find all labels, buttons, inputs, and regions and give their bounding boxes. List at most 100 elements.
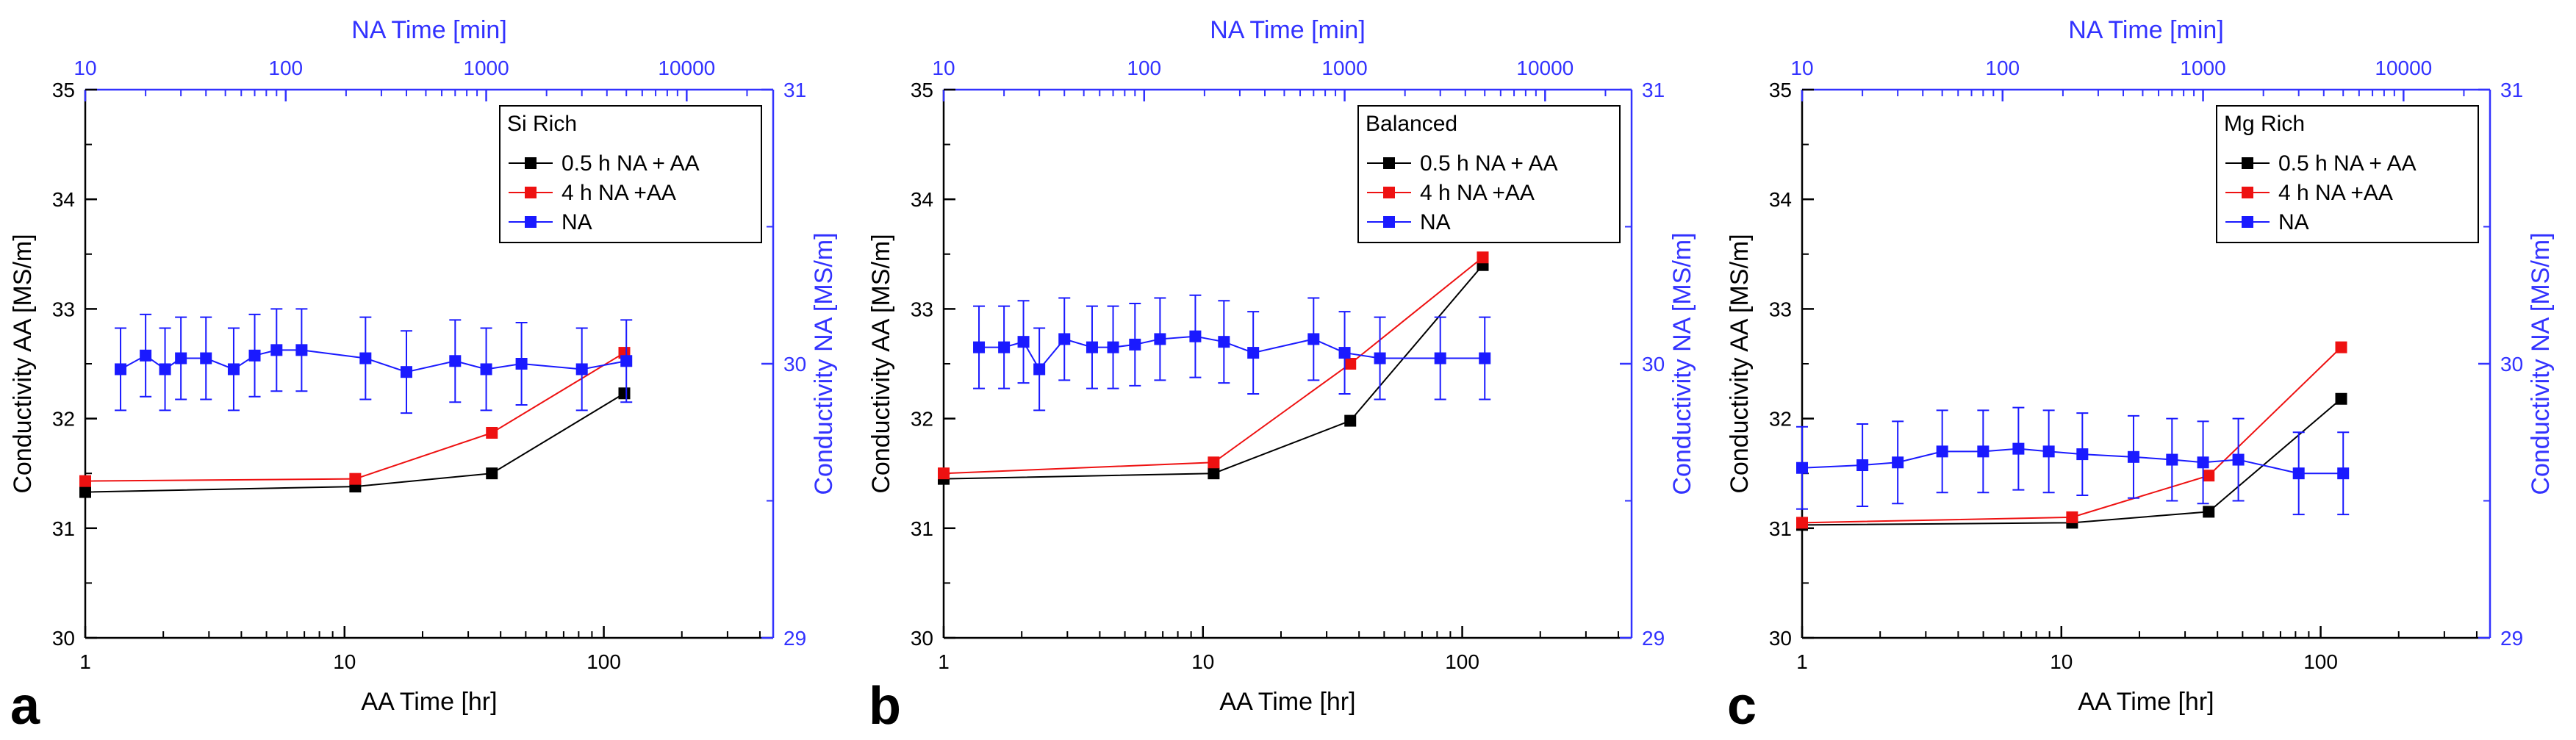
chart-panel-a: 1 10 100 10 100 1000 10000 30 31 32 33 34 35 29 30 31 AA… (9, 16, 838, 736)
y-tick-label: 34 (52, 188, 75, 211)
data-point (2127, 450, 2139, 463)
data-point (938, 467, 950, 480)
data-point (449, 355, 462, 367)
data-point (620, 355, 633, 367)
data-point (175, 352, 187, 364)
data-point (1977, 445, 1990, 458)
data-point (486, 426, 498, 439)
data-point (115, 363, 127, 376)
y2-tick-label: 30 (1642, 353, 1665, 376)
x-axis-label: AA Time [hr] (1219, 688, 1355, 716)
legend-swatch-marker (1383, 187, 1395, 198)
data-point (1154, 333, 1166, 345)
x2-tick-label: 10 (1790, 57, 1813, 79)
x2-tick-label: 10 (73, 57, 96, 79)
data-point (1247, 347, 1260, 359)
series-line (1801, 398, 2342, 526)
legend-label: NA (2278, 210, 2309, 234)
y2-axis-label: Conductivity NA [MS/m] (810, 232, 838, 495)
data-point (1086, 341, 1098, 353)
y2-tick-label: 30 (2500, 353, 2523, 376)
legend-label: 4 h NA +AA (1420, 181, 1535, 205)
data-point (2335, 392, 2347, 405)
y-tick-label: 30 (52, 627, 75, 650)
x2-tick-label: 10000 (658, 57, 715, 79)
y2-tick-label: 30 (783, 353, 806, 376)
data-point (359, 352, 372, 364)
data-point (2166, 453, 2178, 466)
data-point (1218, 336, 1230, 348)
data-point (248, 349, 261, 362)
x2-axis-label: NA Time [min] (351, 16, 507, 44)
x-tick-label: 1 (1796, 650, 1808, 673)
data-point (973, 341, 986, 353)
legend-label: 0.5 h NA + AA (2278, 151, 2417, 176)
y2-axis-label: Conductivity NA [MS/m] (1668, 232, 1696, 495)
legend-label: 0.5 h NA + AA (562, 151, 700, 176)
data-point (1033, 363, 1046, 376)
legend-label: 4 h NA +AA (2278, 181, 2393, 205)
series-line (1801, 346, 2342, 524)
data-point (1796, 517, 1808, 529)
y2-tick-label: 31 (1642, 79, 1665, 101)
x2-axis-label: NA Time [min] (2068, 16, 2224, 44)
x2-tick-label: 1000 (1321, 57, 1367, 79)
data-point (1208, 456, 1220, 469)
y2-axis-label: Conductivity NA [MS/m] (2527, 232, 2555, 495)
y2-tick-label: 29 (783, 627, 806, 650)
x-tick-label: 100 (1445, 650, 1479, 673)
y-tick-label: 32 (1769, 408, 1792, 431)
data-point (1017, 336, 1030, 348)
panel-label: b (869, 677, 901, 736)
x2-tick-label: 10 (932, 57, 955, 79)
series-line (120, 349, 627, 373)
y-tick-label: 32 (52, 408, 75, 431)
y-tick-label: 33 (1769, 298, 1792, 320)
y2-tick-label: 31 (783, 79, 806, 101)
data-point (2203, 506, 2215, 518)
series-line (943, 256, 1484, 475)
x2-axis-label: NA Time [min] (1210, 16, 1366, 44)
data-point (1892, 456, 1904, 469)
data-point (200, 352, 212, 364)
legend-label: 0.5 h NA + AA (1420, 151, 1558, 176)
y-tick-label: 30 (911, 627, 933, 650)
legend-swatch-marker (525, 216, 537, 228)
data-point (79, 486, 91, 498)
data-point (1129, 338, 1141, 351)
y-tick-label: 31 (52, 517, 75, 540)
x-tick-label: 10 (333, 650, 356, 673)
y-tick-label: 31 (1769, 517, 1792, 540)
chart-panel-b: 1 10 100 10 100 1000 10000 30 31 32 33 34 35 29 30 31 AA… (867, 16, 1696, 736)
y-tick-label: 33 (52, 298, 75, 320)
data-point (2076, 448, 2089, 461)
data-point (1434, 352, 1446, 364)
y2-tick-label: 31 (2500, 79, 2523, 101)
data-point (1479, 352, 1491, 364)
y2-tick-label: 29 (1642, 627, 1665, 650)
x-tick-label: 1 (938, 650, 950, 673)
legend-swatch-marker (1383, 157, 1395, 169)
x-axis-label: AA Time [hr] (361, 688, 497, 716)
data-point (1107, 341, 1119, 353)
data-point (2042, 445, 2055, 458)
data-point (480, 363, 492, 376)
data-point (1208, 467, 1220, 480)
data-point (1307, 333, 1320, 345)
data-point (1344, 358, 1357, 370)
y-tick-label: 35 (1769, 79, 1792, 101)
data-point (486, 467, 498, 480)
x2-tick-label: 100 (1127, 57, 1161, 79)
legend-swatch-marker (2242, 216, 2253, 228)
data-point (998, 341, 1011, 353)
data-point (2012, 442, 2025, 455)
y-tick-label: 30 (1769, 627, 1792, 650)
x-tick-label: 100 (586, 650, 621, 673)
data-point (140, 349, 152, 362)
x2-tick-label: 10000 (1516, 57, 1574, 79)
y-axis-label: Conductivity AA [MS/m] (867, 234, 895, 493)
x-tick-label: 1 (79, 650, 91, 673)
panel-label: a (10, 677, 40, 736)
panel-label: c (1727, 677, 1757, 736)
y-axis-label: Conductivity AA [MS/m] (1726, 234, 1754, 493)
